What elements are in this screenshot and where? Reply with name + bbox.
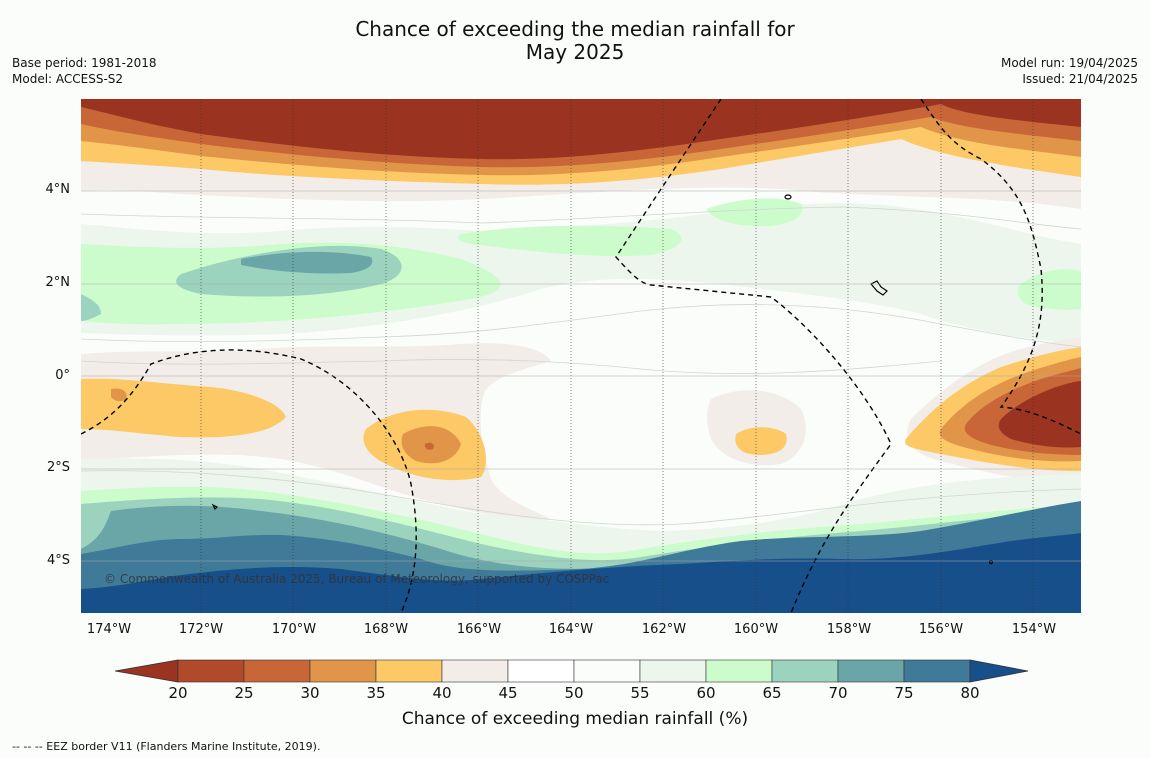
lon-label-166w: 166°W <box>456 622 502 637</box>
dry-far-east-20 <box>998 381 1081 448</box>
colorbar-tick-label: 70 <box>828 684 848 702</box>
colorbar-title: Chance of exceeding median rainfall (%) <box>401 709 749 729</box>
lon-label-172w: 172°W <box>178 622 224 637</box>
colorbar-tick-label: 35 <box>366 684 386 702</box>
wet-east-65 <box>81 294 101 321</box>
lon-label-158w: 158°W <box>826 622 872 637</box>
colorbar-tick-label: 30 <box>300 684 320 702</box>
wet-north-70 <box>241 251 373 274</box>
colorbar-cell <box>507 659 575 683</box>
dry-west-30 <box>111 388 127 402</box>
colorbar-tick-label: 40 <box>432 684 452 702</box>
eez-footnote: -- -- -- EEZ border V11 (Flanders Marine… <box>12 740 321 753</box>
lon-label-168w: 168°W <box>363 622 409 637</box>
colorbar-tick-label: 65 <box>762 684 782 702</box>
eez-border <box>81 99 1081 613</box>
issued-date: Issued: 21/04/2025 <box>1022 72 1138 86</box>
lat-label-2s: 2°S <box>46 460 70 475</box>
meta-right: Model run: 19/04/2025 Issued: 21/04/2025 <box>1001 55 1138 87</box>
lon-label-160w: 160°W <box>733 622 779 637</box>
contour-lines <box>81 206 1081 526</box>
rainfall-map <box>81 99 1081 613</box>
title-line-2: May 2025 <box>525 40 625 64</box>
parallels <box>81 190 1081 562</box>
colorbar-extend-high <box>969 659 1029 683</box>
colorbar-cell <box>375 659 443 683</box>
colorbar-tick-label: 45 <box>498 684 518 702</box>
wet-ne-60-a <box>458 225 682 257</box>
colorbar-tick-label: 75 <box>894 684 914 702</box>
colorbar-tick-label: 25 <box>234 684 254 702</box>
lat-label-4n: 4°N <box>45 182 71 197</box>
band-top-20 <box>81 99 1081 160</box>
title-line-1: Chance of exceeding the median rainfall … <box>355 17 795 41</box>
colorbar-tick-label: 50 <box>564 684 584 702</box>
lon-label-164w: 164°W <box>548 622 594 637</box>
lon-label-154w: 154°W <box>1011 622 1057 637</box>
rainfall-map-svg <box>81 99 1081 613</box>
lat-label-0: 0° <box>55 368 70 383</box>
colorbar-cells <box>114 659 1029 683</box>
colorbar-cell <box>705 659 773 683</box>
base-period: Base period: 1981-2018 <box>12 56 157 70</box>
colorbar-cell <box>771 659 839 683</box>
colorbar-cell <box>573 659 641 683</box>
colorbar-cell <box>639 659 707 683</box>
model-name: Model: ACCESS-S2 <box>12 72 124 86</box>
wet-ne-60-b <box>706 198 803 227</box>
lon-label-170w: 170°W <box>271 622 317 637</box>
lat-label-2n: 2°N <box>45 275 71 290</box>
islands <box>211 194 994 565</box>
colorbar-cell <box>837 659 905 683</box>
colorbar-tick-label: 60 <box>696 684 716 702</box>
dry-east-35 <box>735 427 787 455</box>
map-title: Chance of exceeding the median rainfall … <box>0 18 1150 64</box>
colorbar-cell <box>177 659 245 683</box>
colorbar-cell <box>903 659 971 683</box>
meta-left: Base period: 1981-2018 Model: ACCESS-S2 <box>12 55 157 87</box>
colorbar-cell <box>441 659 509 683</box>
colorbar-tick-label: 55 <box>630 684 650 702</box>
wet-east-60 <box>1017 269 1081 310</box>
copyright-note: © Commonwealth of Australia 2025, Bureau… <box>104 572 610 586</box>
lon-label-162w: 162°W <box>641 622 687 637</box>
lon-label-156w: 156°W <box>918 622 964 637</box>
colorbar-cell <box>243 659 311 683</box>
colorbar-tick-label: 80 <box>960 684 980 702</box>
dry-mid-25 <box>424 442 434 450</box>
wet-south-80 <box>81 533 1081 613</box>
model-run: Model run: 19/04/2025 <box>1000 56 1138 70</box>
colorbar-extend-low <box>114 659 179 683</box>
colorbar-cell <box>309 659 377 683</box>
lat-label-4s: 4°S <box>46 553 70 568</box>
colorbar <box>114 659 1029 683</box>
lon-label-174w: 174°W <box>86 622 132 637</box>
colorbar-tick-label: 20 <box>168 684 188 702</box>
